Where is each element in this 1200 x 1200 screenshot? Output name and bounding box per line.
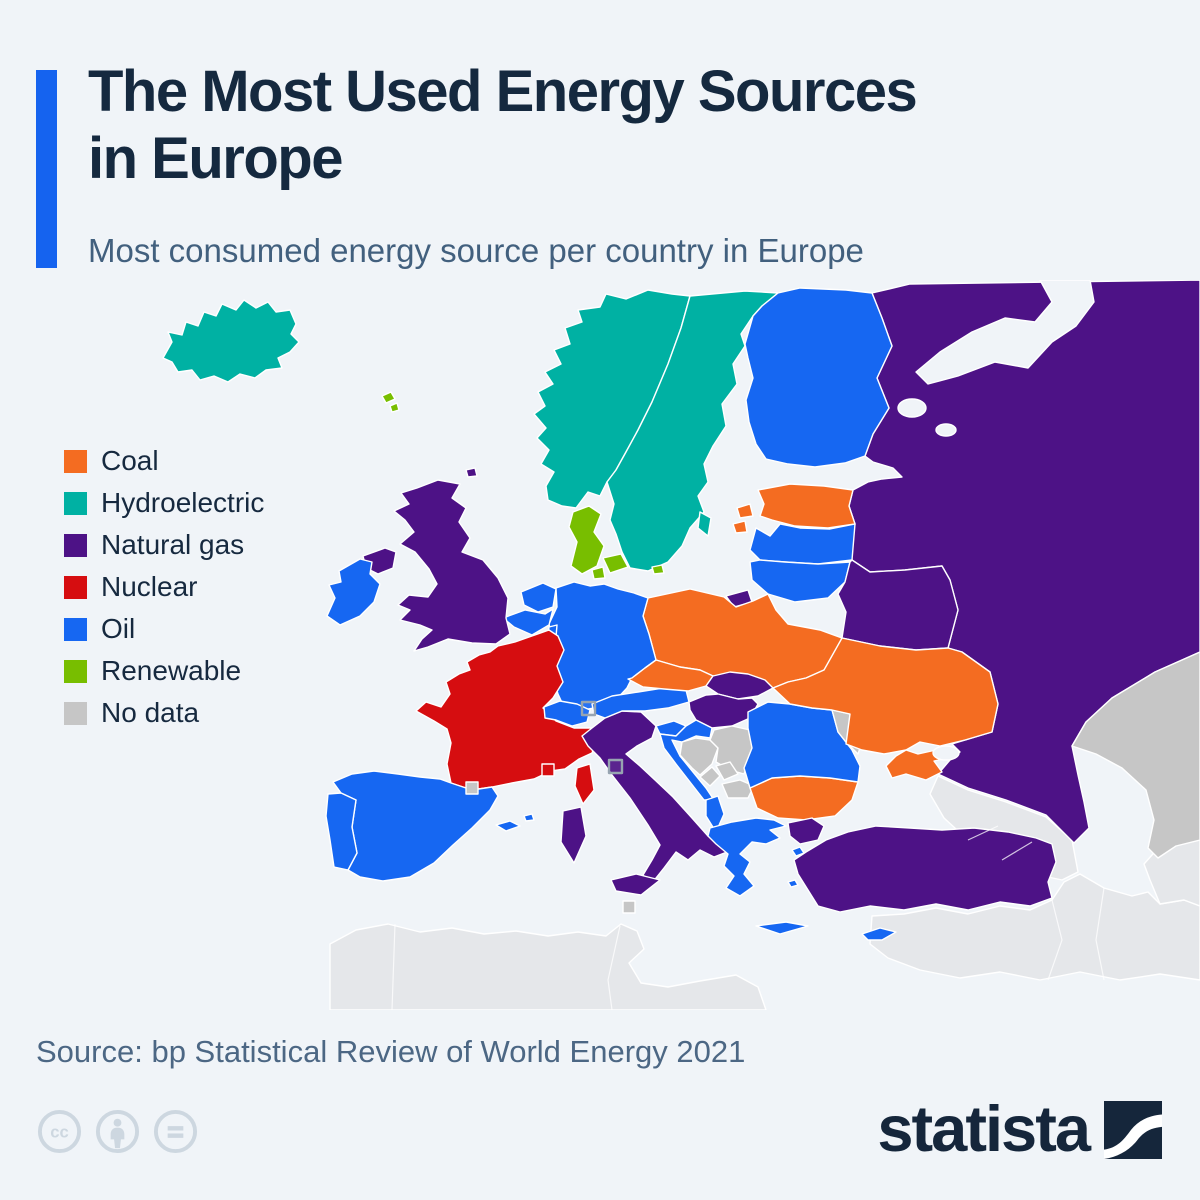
legend-swatch: [64, 533, 87, 557]
country-cyprus: [861, 927, 897, 941]
legend-swatch: [64, 449, 87, 473]
page-title-line2: in Europe: [88, 126, 343, 192]
marker-andorra: [465, 781, 479, 795]
legend-row: Nuclear: [64, 566, 264, 608]
country-belarus: [837, 559, 959, 651]
island-sardinia: [560, 806, 587, 864]
country-serbia: [709, 725, 757, 775]
island-sicily: [610, 873, 661, 896]
page-title-line1: The Most Used Energy Sources: [88, 59, 918, 124]
country-ireland: [326, 558, 381, 626]
legend-row: Oil: [64, 608, 264, 650]
country-iceland: [162, 299, 300, 383]
lake-onega: [935, 423, 957, 437]
country-belgium: [502, 608, 554, 636]
page-title: The Most Used Energy Sources in Europe: [88, 58, 1138, 193]
country-kosovo: [715, 761, 739, 781]
legend-row: Hydroelectric: [64, 482, 264, 524]
country-united-kingdom: [393, 479, 511, 652]
legend-swatch: [64, 617, 87, 641]
marker-liechtenstein: [580, 700, 597, 717]
country-italy: [581, 710, 728, 884]
island-gotland: [697, 511, 712, 537]
country-albania: [705, 795, 725, 833]
white-sea: [915, 280, 1095, 385]
legend-label: Coal: [101, 445, 159, 476]
attribution-icon: [95, 1109, 140, 1154]
region-turkey-europe: [787, 817, 825, 845]
marker-monaco: [541, 763, 555, 777]
country-slovakia: [705, 671, 774, 700]
legend-swatch: [64, 701, 87, 725]
country-ukraine: [772, 637, 999, 755]
region-north-africa: [329, 923, 767, 1010]
out-of-scope-borders: [391, 825, 1105, 1010]
country-turkey: [793, 825, 1057, 913]
country-faroe-islands: [381, 391, 400, 413]
country-denmark: [568, 505, 605, 575]
country-netherlands: [520, 582, 557, 613]
legend-row: Natural gas: [64, 524, 264, 566]
marker-san-marino: [607, 758, 624, 775]
country-sweden: [606, 290, 779, 572]
country-bosnia: [679, 737, 719, 776]
country-france: [415, 629, 598, 791]
country-finland: [744, 287, 893, 468]
island-crete: [755, 921, 809, 935]
denmark-islands: [591, 553, 665, 580]
legend-label: Nuclear: [101, 571, 198, 602]
nd-icon: [153, 1109, 198, 1154]
legend-label: Oil: [101, 613, 136, 644]
statista-logo-mark: [1104, 1101, 1162, 1159]
legend: Coal Hydroelectric Natural gas Nuclear Oil Re…: [64, 440, 264, 734]
europe-energy-map: [0, 280, 1200, 1010]
statista-logo: statista: [877, 1096, 1162, 1161]
statista-wordmark: statista: [877, 1092, 1091, 1165]
legend-row: No data: [64, 692, 264, 734]
sea-of-azov: [932, 745, 960, 761]
legend-label: Renewable: [101, 655, 242, 686]
source-text: Source: bp Statistical Review of World E…: [36, 1034, 746, 1069]
title-accent-bar: [36, 70, 57, 268]
country-bulgaria: [749, 775, 859, 821]
country-portugal: [325, 792, 358, 871]
legend-label: Natural gas: [101, 529, 245, 560]
legend-row: Coal: [64, 440, 264, 482]
legend-label: No data: [101, 697, 200, 728]
legend-swatch: [64, 491, 87, 515]
cc-license-icons: cc: [36, 1108, 199, 1155]
legend-swatch: [64, 575, 87, 599]
country-czech-republic: [627, 659, 714, 692]
legend-label: Hydroelectric: [101, 487, 265, 518]
island-shetland: [465, 467, 478, 478]
page-subtitle: Most consumed energy source per country …: [88, 232, 864, 269]
country-croatia: [659, 719, 715, 801]
marker-malta: [622, 900, 636, 914]
country-greece: [707, 817, 787, 897]
country-latvia: [749, 523, 856, 565]
cc-icon: cc: [37, 1109, 82, 1154]
lake-ladoga: [897, 398, 927, 418]
country-switzerland: [543, 700, 591, 727]
island-corsica: [574, 763, 595, 805]
legend-swatch: [64, 659, 87, 683]
country-montenegro: [699, 766, 721, 787]
svg-text:cc: cc: [50, 1122, 69, 1141]
estonia-islands: [732, 503, 754, 534]
legend-row: Renewable: [64, 650, 264, 692]
country-kazakhstan: [1071, 651, 1200, 859]
country-estonia: [757, 483, 856, 529]
islands-balearic: [495, 813, 535, 832]
country-austria: [591, 687, 690, 719]
